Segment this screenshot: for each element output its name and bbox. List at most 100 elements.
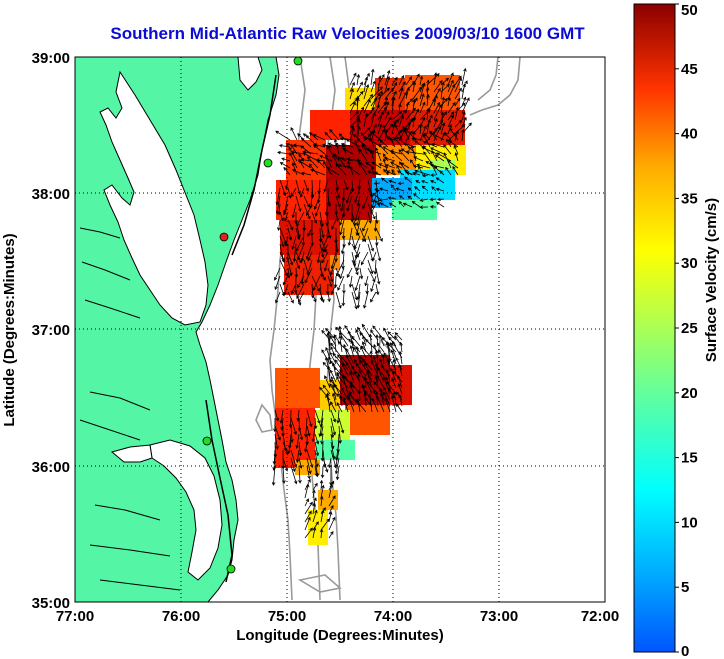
velocity-arrow xyxy=(358,148,368,162)
velocity-arrow xyxy=(407,195,413,200)
velocity-arrow xyxy=(440,81,445,100)
velocity-arrow xyxy=(287,219,294,231)
velocity-arrow xyxy=(461,96,467,107)
velocity-arrow xyxy=(375,267,381,285)
velocity-arrow xyxy=(339,211,345,226)
velocity-arrow xyxy=(394,123,403,141)
velocity-arrow xyxy=(440,96,445,114)
velocity-arrow xyxy=(426,79,430,93)
velocity-arrow xyxy=(446,138,452,148)
velocity-arrow xyxy=(447,114,455,128)
velocity-arrow xyxy=(363,93,373,107)
x-axis-label: Longitude (Degrees:Minutes) xyxy=(236,627,444,644)
velocity-arrow xyxy=(313,195,321,210)
velocity-arrow xyxy=(422,140,438,148)
velocity-arrow xyxy=(433,94,438,107)
velocity-arrow xyxy=(290,187,297,198)
velocity-arrow xyxy=(461,67,467,86)
velocity-arrow xyxy=(398,195,405,200)
velocity-arrow xyxy=(383,168,389,176)
velocity-arrow xyxy=(398,103,402,114)
velocity-arrow xyxy=(386,170,396,176)
velocity-arrow xyxy=(304,501,313,515)
velocity-arrow xyxy=(391,76,398,86)
velocity-arrow xyxy=(411,200,421,208)
colorbar-tick-label: 30 xyxy=(681,255,698,272)
velocity-arrow xyxy=(302,152,319,162)
velocity-arrow xyxy=(362,227,369,243)
velocity-arrow xyxy=(405,98,414,107)
velocity-arrow xyxy=(319,425,324,437)
velocity-arrow xyxy=(394,332,403,341)
station-marker xyxy=(219,232,229,242)
velocity-arrow xyxy=(349,384,355,395)
velocity-arrow xyxy=(377,367,385,383)
velocity-arrow xyxy=(279,235,285,248)
velocity-arrow xyxy=(327,227,332,239)
velocity-arrow xyxy=(377,90,383,107)
velocity-arrow xyxy=(461,122,472,135)
velocity-arrow xyxy=(304,267,313,284)
velocity-arrow xyxy=(382,158,389,176)
velocity-arrow xyxy=(348,275,353,288)
velocity-arrow xyxy=(304,441,308,453)
velocity-arrow xyxy=(409,159,417,169)
velocity-arrow xyxy=(290,283,297,295)
velocity-arrow xyxy=(430,173,437,177)
velocity-arrow xyxy=(295,291,302,306)
velocity-arrow xyxy=(444,132,452,141)
velocity-arrow xyxy=(384,116,392,128)
velocity-arrow xyxy=(309,132,319,141)
velocity-arrow xyxy=(362,195,369,210)
velocity-arrow xyxy=(398,200,405,208)
velocity-arrow xyxy=(454,87,462,100)
colorbar-tick-label: 50 xyxy=(681,2,698,19)
velocity-arrow xyxy=(298,457,303,469)
velocity-arrow xyxy=(274,267,281,281)
velocity-arrow xyxy=(295,433,300,449)
velocity-arrow xyxy=(312,502,317,515)
velocity-arrow xyxy=(335,187,341,199)
x-axis: 77:00 76:00 75:00 74:00 73:00 72:00 Long… xyxy=(56,608,619,644)
velocity-arrow xyxy=(389,136,396,148)
velocity-arrow xyxy=(405,76,413,86)
velocity-arrow xyxy=(327,195,332,208)
velocity-arrow xyxy=(426,118,431,135)
colorbar-tick-label: 35 xyxy=(681,190,698,207)
velocity-arrow xyxy=(380,364,391,377)
velocity-arrow xyxy=(385,369,391,383)
velocity-arrow xyxy=(368,333,373,353)
station-marker xyxy=(293,57,303,66)
velocity-arrow xyxy=(284,235,289,247)
velocity-arrow xyxy=(359,359,367,371)
velocity-arrow xyxy=(332,352,343,365)
velocity-arrow xyxy=(370,165,375,176)
velocity-arrow xyxy=(300,251,305,262)
velocity-arrow xyxy=(454,97,461,107)
velocity-arrow xyxy=(347,330,355,347)
velocity-arrow xyxy=(327,145,333,155)
velocity-arrow xyxy=(391,169,397,176)
velocity-arrow xyxy=(433,117,438,128)
velocity-arrow xyxy=(320,484,325,499)
velocity-arrow xyxy=(327,457,332,469)
velocity-arrow xyxy=(307,251,313,262)
x-tick-label: 75:00 xyxy=(268,608,306,625)
velocity-arrow xyxy=(334,359,343,371)
velocity-arrow xyxy=(379,139,389,148)
velocity-arrow xyxy=(433,126,442,142)
velocity-arrow xyxy=(329,465,333,486)
velocity-arrow xyxy=(319,528,324,539)
velocity-arrow xyxy=(398,81,406,93)
velocity-arrow xyxy=(365,283,369,295)
velocity-arrow xyxy=(404,127,417,141)
velocity-arrow xyxy=(447,72,454,86)
velocity-arrow xyxy=(452,165,459,176)
velocity-arrow xyxy=(392,390,397,407)
velocity-arrow xyxy=(373,181,381,186)
velocity-arrow xyxy=(305,203,313,217)
velocity-arrow xyxy=(356,118,361,135)
velocity-arrow xyxy=(412,164,424,169)
velocity-arrow xyxy=(419,198,429,202)
velocity-arrow xyxy=(339,267,345,280)
